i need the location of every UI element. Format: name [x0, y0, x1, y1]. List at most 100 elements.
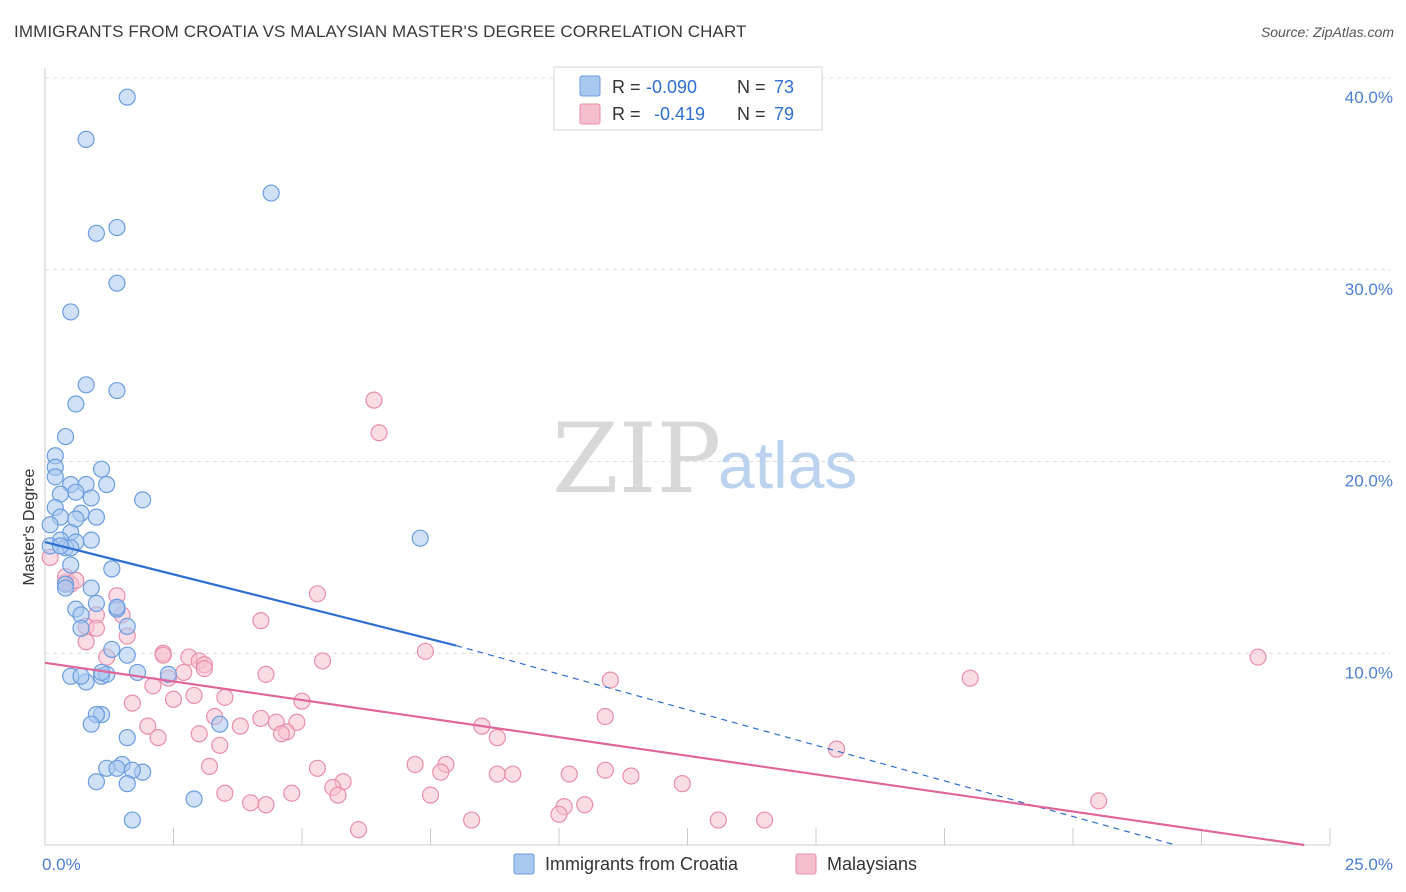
croatia-point: [87, 594, 106, 612]
malaysians-point: [601, 671, 620, 689]
croatia-point: [159, 665, 177, 683]
malaysians-point: [463, 811, 481, 829]
malaysians-point: [154, 646, 172, 664]
legend-r-value-malaysians: -0.419: [654, 104, 705, 124]
malaysians-point: [200, 757, 219, 775]
trend-lines: [44, 540, 1305, 847]
croatia-point: [108, 759, 126, 777]
malaysians-point: [1249, 648, 1267, 666]
croatia-point: [87, 508, 106, 526]
chart-title: IMMIGRANTS FROM CROATIA VS MALAYSIAN MAS…: [14, 22, 747, 41]
malaysians-point: [596, 761, 614, 779]
legend-swatch-malaysians: [579, 103, 601, 125]
croatia-points: [41, 88, 429, 829]
croatia-point: [134, 491, 152, 509]
malaysians-point: [283, 784, 301, 802]
legend-r-label-croatia: R =: [612, 77, 641, 97]
croatia-point: [118, 646, 136, 664]
malaysians-point: [709, 811, 727, 829]
croatia-point: [103, 640, 121, 659]
malaysians-point: [406, 755, 424, 774]
legend-r-value-croatia: -0.090: [646, 77, 697, 97]
x-tick-label-min: 0.0%: [42, 855, 81, 874]
malaysians-point: [175, 663, 193, 682]
malaysians-point: [622, 767, 640, 785]
croatia-point: [46, 468, 64, 486]
malaysians-point: [421, 786, 440, 804]
legend-r-label-malaysians: R =: [612, 104, 641, 124]
malaysians-point: [195, 659, 213, 678]
malaysians-point: [1090, 792, 1108, 810]
malaysians-point: [216, 688, 234, 706]
malaysians-trend-line: [44, 661, 1305, 847]
malaysians-point: [257, 665, 275, 683]
x-tick-labels: 0.0% 25.0%: [42, 855, 1393, 874]
malaysians-point: [252, 612, 270, 630]
malaysians-point: [272, 725, 291, 743]
y-tick-label: 20.0%: [1345, 472, 1393, 491]
croatia-point: [108, 274, 126, 292]
croatia-point: [62, 556, 80, 574]
croatia-point: [82, 489, 100, 507]
malaysians-point: [149, 729, 167, 747]
croatia-point: [108, 598, 126, 616]
malaysians-point: [488, 765, 506, 783]
malaysians-point: [164, 690, 183, 708]
malaysians-point: [308, 759, 327, 777]
croatia-point: [77, 130, 95, 148]
croatia-point: [108, 218, 126, 237]
y-axis-label: Master's Degree: [21, 468, 38, 585]
croatia-point: [92, 460, 111, 478]
malaysians-point: [313, 652, 332, 670]
y-tick-label: 30.0%: [1345, 280, 1393, 299]
croatia-trend-line: [44, 540, 457, 647]
croatia-point: [62, 303, 80, 321]
watermark-zip: ZIP: [552, 403, 721, 515]
malaysians-point: [576, 796, 594, 814]
malaysians-point: [432, 763, 450, 781]
malaysians-point: [242, 794, 260, 812]
malaysians-point: [416, 642, 434, 660]
source-label: Source: ZipAtlas.com: [1260, 24, 1394, 40]
croatia-point: [82, 531, 100, 549]
croatia-point: [77, 376, 95, 394]
croatia-point: [41, 516, 59, 534]
malaysians-point: [216, 784, 234, 802]
series-legend: Immigrants from Croatia Malaysians: [513, 853, 917, 875]
y-tick-labels: 10.0% 20.0% 30.0% 40.0%: [1345, 88, 1393, 682]
malaysians-point: [504, 765, 522, 783]
bottom-legend-swatch-malaysians: [795, 853, 817, 875]
malaysians-point: [560, 765, 578, 783]
malaysians-point: [139, 717, 157, 735]
correlation-legend: R = -0.090 N = 73 R = -0.419 N = 79: [553, 66, 823, 131]
croatia-point: [87, 773, 106, 791]
croatia-point: [56, 579, 75, 597]
bottom-legend-label-croatia: Immigrants from Croatia: [545, 854, 739, 874]
watermark: ZIP atlas: [552, 403, 857, 515]
croatia-point: [72, 667, 90, 685]
malaysians-point: [349, 821, 368, 839]
malaysians-point: [550, 805, 568, 823]
malaysians-point: [673, 775, 691, 793]
malaysians-point: [308, 585, 327, 603]
croatia-point: [118, 729, 136, 747]
malaysians-point: [231, 717, 249, 735]
malaysians-point: [755, 811, 774, 829]
legend-n-label-malaysians: N =: [737, 104, 766, 124]
croatia-point: [67, 483, 85, 501]
malaysians-point: [190, 725, 208, 743]
malaysians-point: [257, 796, 275, 814]
croatia-point: [211, 715, 229, 733]
malaysians-point: [596, 707, 614, 726]
malaysians-point: [365, 391, 383, 409]
x-tick-label-max: 25.0%: [1345, 855, 1393, 874]
watermark-atlas: atlas: [718, 428, 857, 502]
malaysians-point: [329, 786, 347, 804]
croatia-trend-extension: [456, 645, 1176, 846]
malaysians-point: [87, 619, 106, 637]
legend-swatch-croatia: [579, 75, 601, 97]
croatia-point: [72, 619, 90, 637]
legend-n-value-malaysians: 79: [774, 104, 794, 124]
malaysians-point: [961, 669, 979, 687]
